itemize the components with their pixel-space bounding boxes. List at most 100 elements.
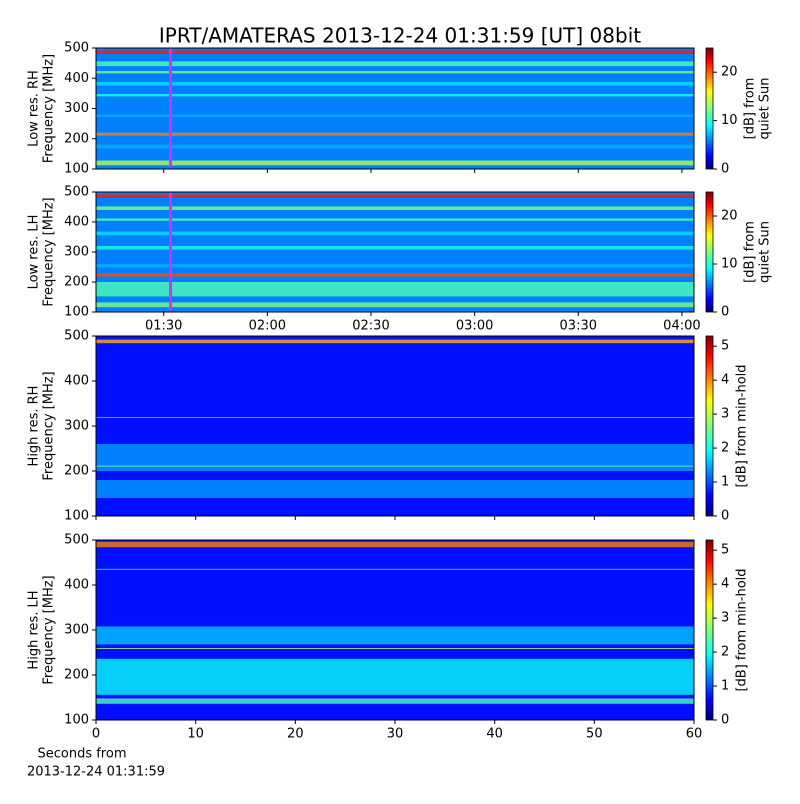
x-tick-label: 60 <box>686 727 703 742</box>
x-axis-label: 2013-12-24 01:31:59 <box>27 765 165 780</box>
y-axis-label: High res. LH <box>27 590 42 669</box>
spectrogram-band <box>96 144 694 149</box>
colorbar <box>705 539 714 721</box>
colorbar-tick-label: 20 <box>721 65 738 80</box>
x-tick-label: 10 <box>187 727 204 742</box>
colorbar-tick-label: 4 <box>721 577 729 592</box>
colorbar-label: [dB] from min-hold <box>735 568 750 691</box>
x-tick-label: 50 <box>586 727 603 742</box>
y-tick-label: 200 <box>64 668 89 683</box>
colorbar-tick-label: 0 <box>721 713 729 728</box>
x-tick-label: 03:00 <box>456 319 493 334</box>
y-tick-label: 400 <box>64 374 89 389</box>
y-tick-label: 100 <box>64 713 89 728</box>
spectrogram-band <box>96 626 694 645</box>
colorbar-tick-label: 0 <box>721 305 729 320</box>
colorbar-tick-label: 2 <box>721 645 729 660</box>
spectrogram-band <box>96 273 694 277</box>
spectrogram-band <box>96 218 694 221</box>
spectrogram-band <box>96 50 694 55</box>
chart-title: IPRT/AMATERAS 2013-12-24 01:31:59 [UT] 0… <box>159 24 641 48</box>
spectrogram-band <box>96 70 694 74</box>
y-tick-label: 200 <box>64 464 89 479</box>
colorbar-tick-label: 5 <box>721 543 729 558</box>
x-tick-label: 02:30 <box>352 319 389 334</box>
x-tick-label: 0 <box>92 727 100 742</box>
y-axis-label: Frequency [MHz] <box>42 54 57 163</box>
y-tick-label: 100 <box>64 305 89 320</box>
y-tick-label: 500 <box>64 185 89 200</box>
colorbar-label: [dB] from <box>743 221 758 283</box>
y-tick-label: 500 <box>64 41 89 56</box>
spectrogram-band <box>96 282 694 297</box>
spectrogram-band <box>96 568 694 570</box>
colorbar <box>705 191 714 313</box>
colorbar-tick-label: 0 <box>721 162 729 177</box>
spectrogram-band <box>96 465 694 467</box>
spectrogram-band <box>96 698 694 704</box>
colorbar-tick-label: 20 <box>721 209 738 224</box>
spectrogram <box>96 48 694 169</box>
colorbar-tick-label: 3 <box>721 611 729 626</box>
x-tick-label: 40 <box>486 727 503 742</box>
y-tick-label: 300 <box>64 623 89 638</box>
spectrogram-band <box>96 194 694 198</box>
x-axis-label: Seconds from <box>37 747 126 762</box>
x-tick-label: 20 <box>287 727 304 742</box>
y-tick-label: 300 <box>64 101 89 116</box>
spectrogram-band <box>96 132 694 136</box>
y-axis-label: Frequency [MHz] <box>42 575 57 684</box>
spectrogram-band <box>96 658 694 695</box>
y-tick-label: 400 <box>64 578 89 593</box>
spectrogram-band <box>96 246 694 250</box>
colorbar <box>705 47 714 170</box>
colorbar-tick-label: 1 <box>721 679 729 694</box>
spectrogram-band <box>96 231 694 236</box>
x-tick-label: 03:30 <box>560 319 597 334</box>
colorbar <box>705 335 714 517</box>
y-axis-label: Low res. LH <box>27 215 42 290</box>
y-axis-label: Frequency [MHz] <box>42 197 57 306</box>
x-tick-label: 04:00 <box>663 319 700 334</box>
spectrogram-band <box>96 480 694 498</box>
colorbar-tick-label: 10 <box>721 257 738 272</box>
y-tick-label: 500 <box>64 533 89 548</box>
x-tick-label: 02:00 <box>249 319 286 334</box>
y-tick-label: 300 <box>64 419 89 434</box>
y-tick-label: 500 <box>64 329 89 344</box>
spectrogram-band <box>96 264 694 268</box>
colorbar-tick-label: 2 <box>721 441 729 456</box>
spectrogram-band <box>96 81 694 86</box>
colorbar-tick-label: 10 <box>721 113 738 128</box>
spectrogram-band <box>96 302 694 308</box>
spectrogram-band <box>96 648 694 649</box>
spectrogram-band <box>96 114 694 117</box>
y-tick-label: 200 <box>64 131 89 146</box>
y-tick-label: 300 <box>64 245 89 260</box>
colorbar-label: quiet Sun <box>758 77 773 139</box>
y-axis-label: Frequency [MHz] <box>42 371 57 480</box>
y-tick-label: 200 <box>64 275 89 290</box>
colorbar-tick-label: 5 <box>721 339 729 354</box>
spectrogram-band <box>96 339 694 344</box>
colorbar-tick-label: 4 <box>721 373 729 388</box>
colorbar-tick-label: 3 <box>721 407 729 422</box>
spectrogram-band <box>96 444 694 471</box>
y-axis-label: High res. RH <box>27 386 42 467</box>
y-axis-label: Low res. RH <box>27 70 42 147</box>
y-tick-label: 400 <box>64 71 89 86</box>
x-tick-label: 30 <box>387 727 404 742</box>
y-tick-label: 400 <box>64 215 89 230</box>
colorbar-tick-label: 1 <box>721 475 729 490</box>
colorbar-label: [dB] from min-hold <box>735 364 750 487</box>
x-tick-label: 01:30 <box>145 319 182 334</box>
spectrogram-band <box>96 541 694 548</box>
spectrogram-band <box>96 61 694 67</box>
y-tick-label: 100 <box>64 509 89 524</box>
colorbar-tick-label: 0 <box>721 509 729 524</box>
y-tick-label: 100 <box>64 162 89 177</box>
spectrogram-band <box>96 93 694 97</box>
colorbar-label: [dB] from <box>743 78 758 140</box>
spectrogram-band <box>96 206 694 210</box>
